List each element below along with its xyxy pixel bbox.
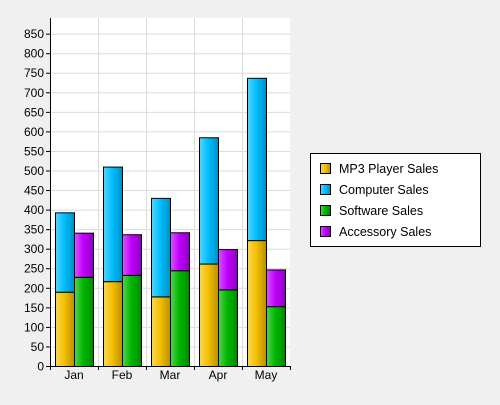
bar-jan-accessory-sales	[74, 232, 94, 278]
x-tick-label-mar: Mar	[160, 368, 181, 382]
bars	[55, 77, 286, 368]
y-tick-label-450: 450	[24, 184, 44, 198]
bar-may-accessory-sales	[266, 269, 286, 308]
bar-mar-accessory-sales	[170, 232, 190, 272]
y-tick-label-100: 100	[24, 320, 44, 334]
x-tick-label-may: May	[255, 368, 278, 382]
bar-mar-computer-sales	[151, 197, 171, 298]
bar-jan-computer-sales	[55, 212, 75, 293]
axes: 0 50 100 150 200 250 300 350 400 450 500 550 600 650 7…	[24, 18, 291, 382]
y-tick-label-400: 400	[24, 203, 44, 217]
bar-may-software-sales	[266, 306, 286, 368]
x-tick-label-jan: Jan	[64, 368, 83, 382]
bar-feb-computer-sales	[103, 166, 123, 283]
bar-feb-mp3-player-sales	[103, 281, 123, 368]
bar-apr-computer-sales	[199, 137, 219, 265]
y-tick-label-0: 0	[37, 360, 44, 374]
bar-apr-accessory-sales	[218, 249, 238, 291]
y-tick-label-350: 350	[24, 223, 44, 237]
y-tick-label-200: 200	[24, 281, 44, 295]
bar-jan-mp3-player-sales	[55, 291, 75, 367]
bar-may-computer-sales	[247, 77, 267, 242]
y-tick-label-850: 850	[24, 27, 44, 41]
y-tick-label-300: 300	[24, 242, 44, 256]
y-tick-label-700: 700	[24, 86, 44, 100]
x-tick-label-feb: Feb	[112, 368, 133, 382]
y-tick-label-50: 50	[31, 340, 45, 354]
bar-may-mp3-player-sales	[247, 240, 267, 367]
y-tick-label-250: 250	[24, 262, 44, 276]
legend-swatch-accessory-sales	[320, 226, 331, 237]
y-tick-label-550: 550	[24, 144, 44, 158]
legend-label-accessory-sales: Accessory Sales	[339, 225, 431, 239]
bar-feb-software-sales	[122, 274, 142, 367]
legend-label-computer-sales: Computer Sales	[339, 183, 429, 197]
bar-mar-software-sales	[170, 270, 190, 367]
legend-label-software-sales: Software Sales	[339, 204, 423, 218]
x-tick-label-apr: Apr	[209, 368, 228, 382]
bar-apr-mp3-player-sales	[199, 263, 219, 367]
legend: MP3 Player Sales Computer Sales Software S…	[310, 153, 481, 247]
bar-apr-software-sales	[218, 289, 238, 367]
y-tick-label-500: 500	[24, 164, 44, 178]
y-tick-label-650: 650	[24, 105, 44, 119]
y-tick-label-150: 150	[24, 301, 44, 315]
legend-swatch-software-sales	[320, 205, 331, 216]
legend-label-mp3-player-sales: MP3 Player Sales	[339, 162, 438, 176]
y-tick-label-750: 750	[24, 66, 44, 80]
y-tick-label-800: 800	[24, 47, 44, 61]
bar-mar-mp3-player-sales	[151, 296, 171, 367]
legend-box	[310, 153, 481, 247]
bar-feb-accessory-sales	[122, 234, 142, 276]
y-tick-label-600: 600	[24, 125, 44, 139]
legend-swatch-mp3-player-sales	[320, 163, 331, 174]
bar-jan-software-sales	[74, 276, 94, 367]
legend-swatch-computer-sales	[320, 184, 331, 195]
